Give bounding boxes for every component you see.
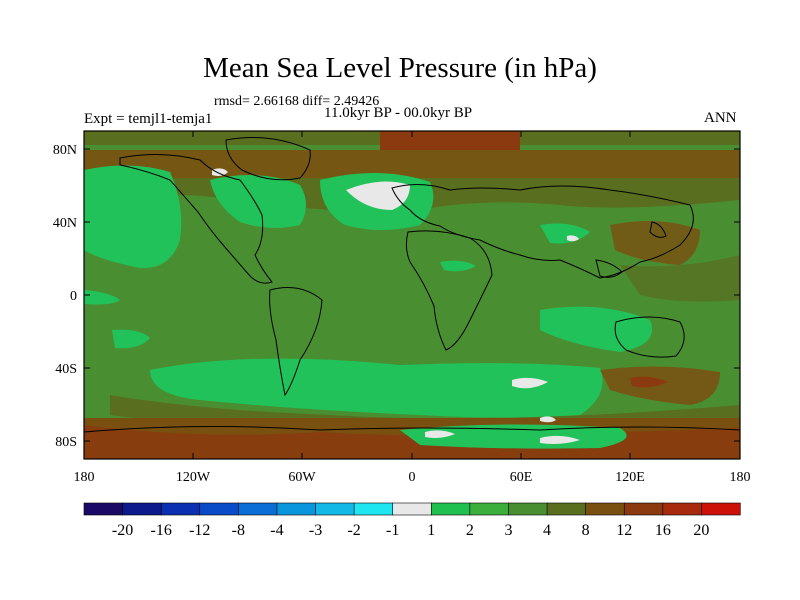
colorbar-label: 2 (466, 522, 474, 539)
season-label: ANN (704, 110, 737, 126)
coast-africa (405, 230, 493, 351)
colorbar-swatch (353, 502, 394, 516)
lon-tick-label: 180 (730, 470, 751, 485)
coast-south-america (269, 287, 323, 397)
coast-australia (614, 316, 685, 358)
colorbar-label: -12 (189, 522, 210, 539)
contour-australia-brown (600, 366, 720, 405)
contour-pacific-eq-green (84, 290, 120, 305)
colorbar-label: -2 (347, 522, 360, 539)
colorbar-swatch (315, 502, 355, 516)
experiment-label: Expt = temjl1-temja1 (84, 111, 213, 127)
colorbar-swatch (662, 502, 703, 516)
coastlines (84, 137, 740, 433)
colorbar-swatch (83, 502, 124, 516)
colorbar-swatch (469, 502, 510, 516)
coast-antarctica (84, 425, 740, 433)
coast-se-asia-islands (595, 259, 623, 278)
colorbar-swatch (276, 502, 317, 516)
colorbar-swatch (508, 502, 548, 516)
contour-tibet-white (567, 235, 579, 242)
colorbar-swatch (392, 502, 432, 516)
colorbar-label: -8 (232, 522, 245, 539)
contour-australia-rust (630, 376, 668, 388)
contour-sahara-green (440, 260, 476, 272)
contour-n-atlantic-white (346, 181, 410, 210)
contour-indian-ocean-green (540, 306, 652, 352)
colorbar-swatch (430, 502, 471, 516)
lon-tick-label: 60W (288, 470, 316, 485)
contour-north-brown-band (84, 150, 740, 178)
lat-tick-label: 40S (55, 362, 77, 377)
contour-s-indian-white (512, 377, 548, 389)
colorbar-swatch (238, 502, 278, 516)
coast-greenland (225, 137, 311, 181)
colorbar-label: -16 (151, 522, 172, 539)
contour-arctic-rust (380, 131, 520, 150)
lon-tick-label: 60E (510, 470, 533, 485)
contour-antarctic-white-2 (540, 435, 580, 444)
colorbar-label: 8 (582, 522, 590, 539)
colorbar-swatch (546, 502, 587, 516)
colorbar-label: 20 (693, 522, 709, 539)
lon-tick-label: 180 (74, 470, 95, 485)
contour-w-pacific-olive (620, 255, 740, 302)
colorbar (83, 502, 741, 516)
time-period-label: 11.0kyr BP - 00.0kyr BP (324, 105, 473, 121)
colorbar-label: -1 (386, 522, 399, 539)
colorbar-label: -20 (112, 522, 133, 539)
lon-tick-label: 0 (409, 470, 416, 485)
contour-n-pacific-west-green (84, 165, 182, 269)
colorbar-swatch (160, 502, 201, 516)
contour-n-america-green (210, 175, 306, 228)
coast-north-america (119, 153, 273, 284)
chart-title: Mean Sea Level Pressure (in hPa) (203, 52, 597, 84)
lat-tick-label: 80S (55, 435, 77, 450)
lat-tick-label: 0 (70, 289, 77, 304)
colorbar-label: 4 (543, 522, 551, 539)
lon-tick-label: 120E (615, 470, 645, 485)
contour-greenland-white (212, 168, 228, 176)
colorbar-swatch (701, 502, 741, 516)
coast-japan (649, 221, 667, 238)
colorbar-label: 1 (427, 522, 435, 539)
colorbar-swatch (623, 502, 664, 516)
contour-antarctic-white-1 (425, 430, 455, 438)
lat-tick-label: 80N (53, 143, 77, 158)
colorbar-swatch (199, 502, 239, 516)
colorbar-swatch (122, 502, 162, 516)
contour-antarctic-white-3 (540, 416, 556, 423)
colorbar-label: 16 (655, 522, 671, 539)
colorbar-swatch (585, 502, 625, 516)
contour-antarctic-green (400, 424, 627, 449)
contour-w-pacific-brown (610, 221, 700, 265)
lat-tick-label: 40N (53, 216, 77, 231)
colorbar-label: 3 (504, 522, 512, 539)
tick-marks (84, 131, 740, 459)
coast-eurasia (391, 184, 694, 279)
rmsd-diff-stats: rmsd= 2.66168 diff= 2.49426 (214, 94, 380, 109)
pressure-field (84, 131, 740, 459)
lon-tick-label: 120W (176, 470, 211, 485)
contour-s-pacific-green (112, 329, 150, 349)
colorbar-label: 12 (616, 522, 632, 539)
colorbar-label: -4 (270, 522, 283, 539)
contour-southern-ocean-green (150, 358, 603, 418)
colorbar-label: -3 (309, 522, 322, 539)
